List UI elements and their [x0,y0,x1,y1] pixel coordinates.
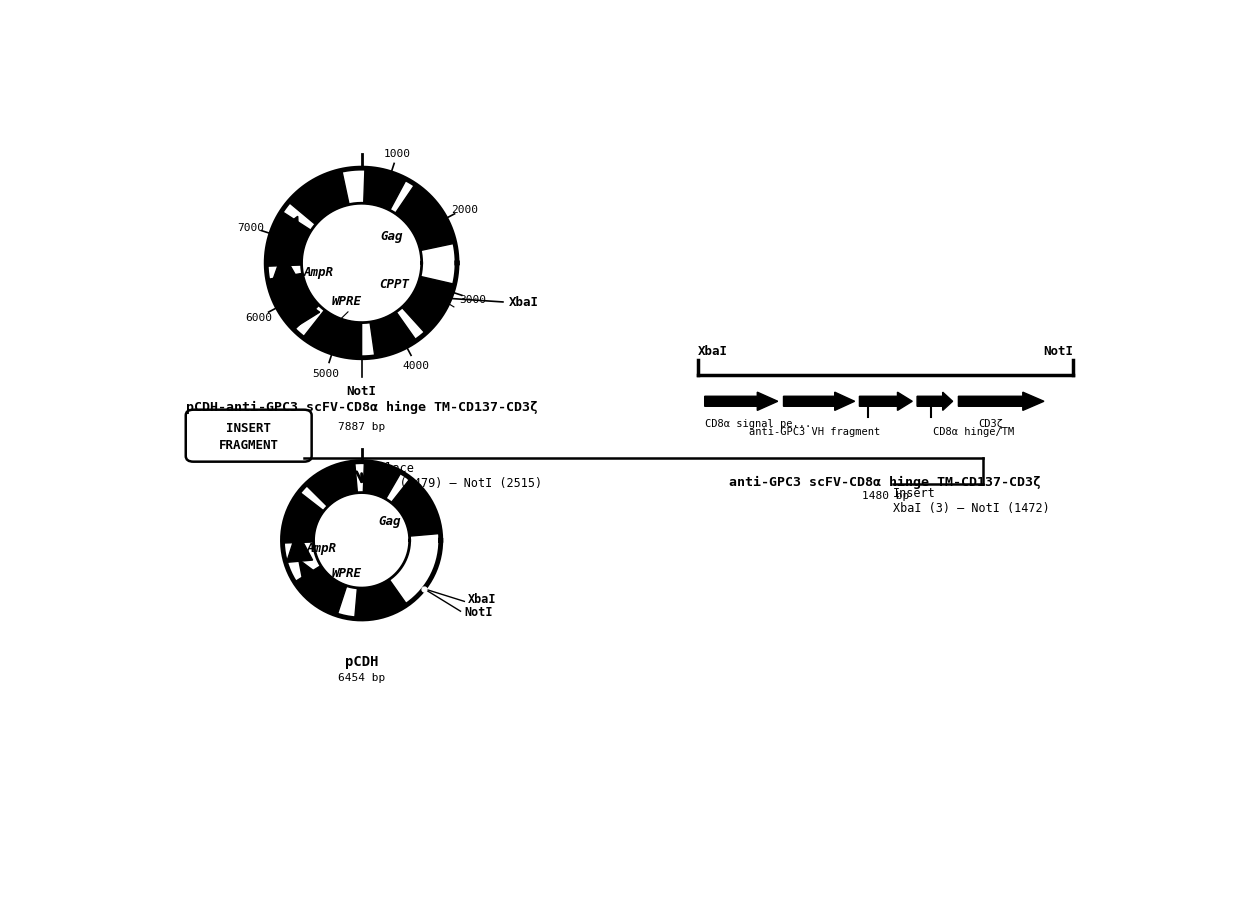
Text: AmpR: AmpR [304,266,334,279]
FancyBboxPatch shape [186,410,311,462]
Text: 7887 bp: 7887 bp [339,422,386,432]
Text: 6454 bp: 6454 bp [339,672,386,682]
Text: XbaI: XbaI [469,592,497,606]
Polygon shape [918,393,952,411]
Polygon shape [286,531,312,563]
Text: CPPT: CPPT [379,278,409,291]
Text: 4000: 4000 [403,361,430,371]
Polygon shape [294,566,347,616]
Text: pCDH: pCDH [345,654,378,669]
Polygon shape [959,393,1044,411]
Text: XbaI: XbaI [508,296,538,309]
Text: 1480 bp: 1480 bp [862,490,909,500]
Text: Insert
XbaI (3) – NotI (1472): Insert XbaI (3) – NotI (1472) [893,486,1050,515]
Text: XbaI: XbaI [698,344,728,358]
Text: NotI: NotI [1043,344,1073,358]
Polygon shape [303,311,362,358]
Polygon shape [289,171,350,225]
Text: AmpR: AmpR [306,541,336,554]
Text: WPRE: WPRE [331,566,362,579]
Polygon shape [391,479,440,537]
Polygon shape [363,169,407,211]
Polygon shape [859,393,913,411]
Polygon shape [704,393,777,411]
Text: INSERT
FRAGMENT: INSERT FRAGMENT [218,421,279,451]
Polygon shape [396,185,455,251]
Text: 1000: 1000 [384,148,412,159]
Text: anti-GPC3 VH fragment: anti-GPC3 VH fragment [749,426,880,436]
Polygon shape [286,502,310,532]
Polygon shape [270,217,299,251]
Text: CD3ζ: CD3ζ [978,419,1003,429]
Text: 3000: 3000 [459,294,486,304]
Polygon shape [370,312,417,357]
Polygon shape [363,462,402,499]
Text: NotI: NotI [347,385,377,398]
Text: anti-GPC3 scFV-CD8α hinge TM-CD137-CD3ζ: anti-GPC3 scFV-CD8α hinge TM-CD137-CD3ζ [729,476,1042,488]
Polygon shape [299,560,327,595]
Polygon shape [270,253,301,289]
Text: 5000: 5000 [312,369,339,379]
Polygon shape [283,492,324,544]
Text: pCDH-anti-GPC3 scFV-CD8α hinge TM-CD137-CD3ζ: pCDH-anti-GPC3 scFV-CD8α hinge TM-CD137-… [186,401,538,414]
Text: Replace
XbaI (2479) – NotI (2515): Replace XbaI (2479) – NotI (2515) [365,462,543,489]
Text: 6000: 6000 [246,313,272,323]
Text: WPRE: WPRE [331,295,361,308]
Text: 7000: 7000 [237,223,264,233]
Text: 2000: 2000 [451,204,479,214]
Polygon shape [267,212,311,267]
Text: NotI: NotI [464,606,492,619]
Text: Gag: Gag [378,515,401,527]
Polygon shape [402,277,455,334]
Polygon shape [285,288,320,330]
Text: CD8α hinge/TM: CD8α hinge/TM [934,426,1014,436]
Text: Gag: Gag [381,230,403,243]
Polygon shape [784,393,854,411]
Polygon shape [355,579,407,619]
Polygon shape [268,274,319,331]
Polygon shape [305,463,357,507]
Text: CD8α signal pe...: CD8α signal pe... [704,419,811,429]
